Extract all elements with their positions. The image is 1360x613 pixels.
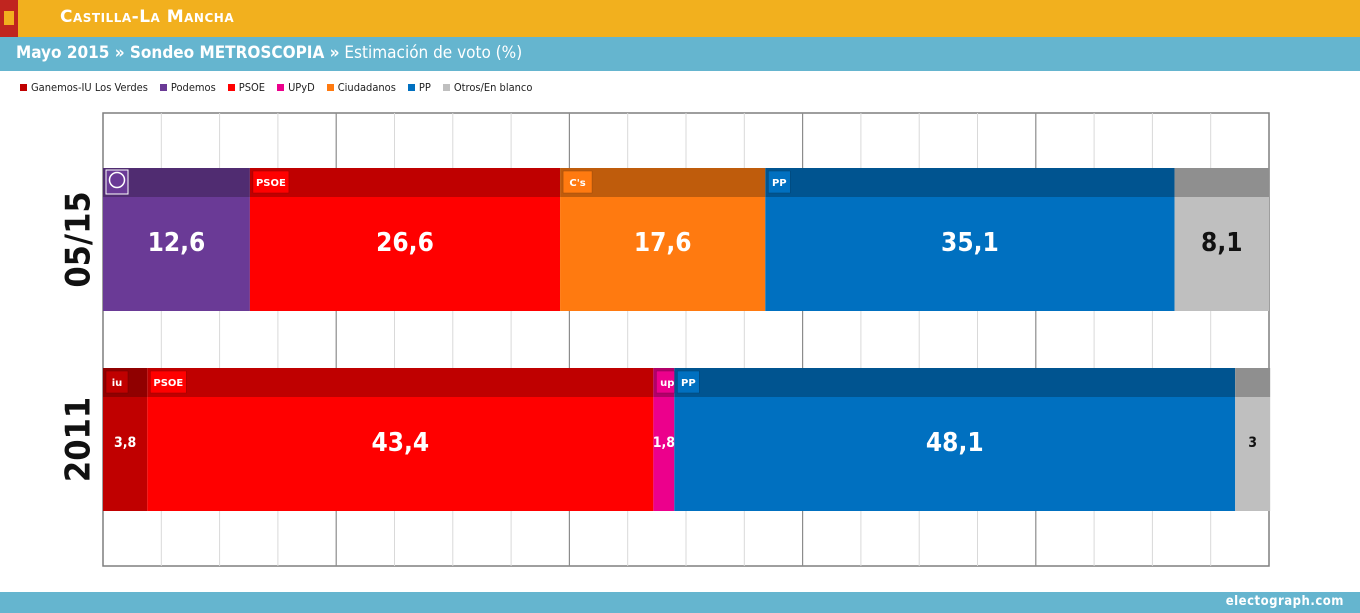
logo-text: iu <box>112 378 123 389</box>
data-label: 8,1 <box>1201 228 1242 258</box>
logo-text: PSOE <box>153 378 183 389</box>
data-label: 3,8 <box>114 435 136 451</box>
row-label: 2011 <box>59 397 99 482</box>
data-label: 1,8 <box>653 435 675 451</box>
podemos-icon-circle <box>108 171 126 189</box>
bar-band-0-1 <box>249 168 561 197</box>
data-label: 17,6 <box>634 228 692 258</box>
bar-band-0-4 <box>1174 168 1269 197</box>
region-title: Castilla-La Mancha <box>60 7 235 27</box>
logo-text: C's <box>569 178 585 189</box>
data-label: 26,6 <box>376 228 434 258</box>
bar-band-0-3 <box>765 168 1175 197</box>
legend-swatch <box>277 83 285 91</box>
bar-segment-1-1 <box>147 397 654 511</box>
data-label: 12,6 <box>148 228 206 258</box>
logo-text: upd <box>660 378 681 389</box>
legend-label: UPyD <box>288 80 315 94</box>
bar-segment-0-4 <box>1174 197 1269 311</box>
legend-swatch <box>159 83 167 91</box>
subtitle-rest: Estimación de voto (%) <box>339 43 523 63</box>
footer-bar <box>0 592 1360 613</box>
chart-legend: Ganemos-IU Los Verdes Podemos PSOE UPyD Ciud… <box>20 80 544 94</box>
ganemosiulosverdes-logo-icon <box>105 370 129 394</box>
bar-segment-0-2 <box>560 197 766 311</box>
bar-band-0-2 <box>560 168 766 197</box>
legend-label: Ciudadanos <box>337 80 396 94</box>
legend-swatch <box>326 83 334 91</box>
data-label: 3 <box>1248 435 1257 451</box>
psoe-logo-icon <box>150 370 187 394</box>
bar-segment-1-3 <box>674 397 1236 511</box>
legend-swatch <box>227 83 235 91</box>
legend-label: Podemos <box>170 80 216 94</box>
legend-label: PSOE <box>238 80 266 94</box>
legend-item: PP <box>407 80 431 94</box>
pp-logo-icon <box>677 370 700 394</box>
bar-segment-0-3 <box>765 197 1175 311</box>
legend-item: UPyD <box>277 81 315 94</box>
logo-text: PP <box>681 378 696 389</box>
bar-band-1-4 <box>1235 368 1271 397</box>
data-label: 48,1 <box>926 428 984 458</box>
bar-segment-1-2 <box>653 397 675 511</box>
legend-item: Ganemos-IU Los Verdes <box>20 81 148 94</box>
legend-label: Ganemos-IU Los Verdes <box>31 80 148 94</box>
ciudadanos-logo-icon <box>562 170 593 194</box>
bar-band-1-3 <box>674 368 1236 397</box>
legend-swatch <box>407 83 415 91</box>
legend-item: Ciudadanos <box>326 80 396 94</box>
legend-item: PSOE <box>227 80 266 94</box>
bar-band-1-1 <box>147 368 654 397</box>
data-label: 35,1 <box>941 228 999 258</box>
header-bar <box>0 0 1360 37</box>
stacked-bar-chart: 12,6 PSOE 26,6 C's 17,6 PP 35,1 8,1 05/15 iu 3,8 PS… <box>59 112 1271 567</box>
bar-segment-0-1 <box>249 197 561 311</box>
data-label: 43,4 <box>371 428 429 458</box>
region-flag-icon <box>0 0 18 37</box>
subtitle-bar <box>0 37 1360 71</box>
credit-text: electograph.com <box>1225 594 1344 609</box>
legend-swatch <box>442 83 450 91</box>
legend-swatch <box>20 83 27 91</box>
bar-segment-1-0 <box>103 397 148 511</box>
legend-label: Otros/En blanco <box>453 80 533 94</box>
subtitle-bold: Mayo 2015 » Sondeo METROSCOPIA » <box>16 43 340 63</box>
logo-text: PSOE <box>256 178 286 189</box>
legend-label: PP <box>418 80 431 94</box>
bar-segment-0-0 <box>103 197 250 311</box>
legend-item: Otros/En blanco <box>442 80 533 94</box>
legend-item: Podemos <box>159 80 216 94</box>
psoe-logo-icon <box>252 170 290 194</box>
row-label: 05/15 <box>59 191 99 287</box>
bar-segment-1-4 <box>1235 397 1271 511</box>
logo-text: PP <box>772 178 787 189</box>
pp-logo-icon <box>768 170 791 194</box>
chart-subtitle: Mayo 2015 » Sondeo METROSCOPIA » Estimac… <box>16 43 522 63</box>
